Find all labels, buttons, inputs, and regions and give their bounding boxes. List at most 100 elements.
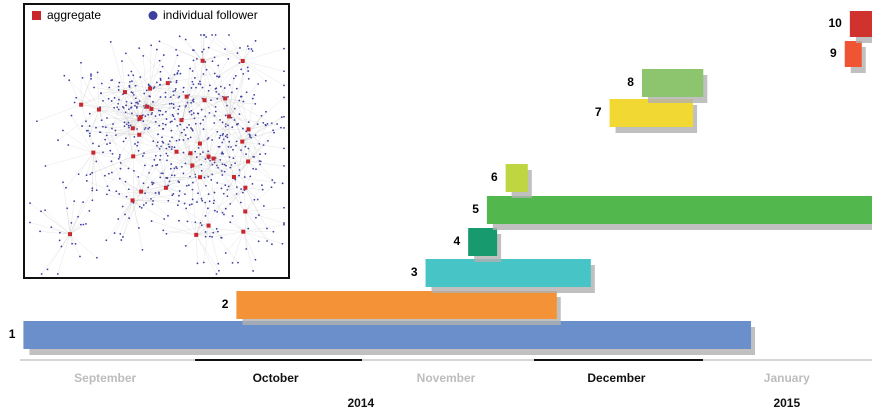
edge: [187, 221, 209, 226]
edge: [100, 93, 133, 129]
edge: [124, 200, 133, 215]
node: [226, 136, 229, 139]
node: [170, 102, 173, 105]
node: [62, 181, 64, 184]
edge: [111, 161, 133, 201]
edge: [140, 155, 156, 192]
node: [204, 231, 207, 233]
edge: [105, 127, 140, 135]
edge: [179, 36, 203, 61]
node: [172, 107, 175, 109]
edge: [214, 122, 243, 142]
bar: [844, 41, 862, 67]
node: [245, 91, 248, 94]
node: [222, 192, 225, 195]
node: [165, 118, 168, 120]
node: [88, 209, 91, 212]
edge: [133, 156, 150, 173]
edge: [217, 60, 243, 99]
legend-swatch: [32, 11, 41, 20]
node: [150, 181, 153, 184]
edge: [124, 118, 140, 123]
node: [159, 79, 162, 81]
edge: [132, 187, 149, 201]
edge: [211, 34, 243, 62]
node: [216, 97, 219, 100]
node: [177, 200, 180, 203]
legend-swatch: [148, 11, 158, 20]
edge: [243, 231, 259, 242]
edge: [106, 134, 140, 136]
edge: [61, 234, 71, 247]
node: [105, 193, 108, 196]
edge: [162, 141, 167, 188]
node: [191, 129, 194, 132]
node: [168, 145, 171, 148]
node: [211, 139, 214, 141]
edge: [141, 182, 180, 192]
node: [207, 46, 210, 49]
edge: [208, 225, 219, 264]
node: [201, 50, 204, 53]
node: [118, 98, 120, 101]
bar: [23, 321, 752, 349]
edge: [142, 155, 193, 166]
node: [224, 114, 227, 117]
edge: [208, 161, 249, 177]
node: [276, 123, 278, 125]
node: [271, 243, 273, 246]
edge: [242, 141, 273, 181]
node: [228, 140, 231, 143]
node: [164, 110, 167, 113]
edge: [185, 39, 203, 61]
node: [238, 99, 241, 102]
node: [219, 85, 222, 88]
node: [216, 75, 218, 78]
node: [177, 65, 180, 67]
edge: [139, 109, 179, 135]
edge: [232, 231, 244, 263]
node: [193, 49, 195, 52]
node: [182, 172, 185, 175]
node: [104, 174, 106, 177]
node: [191, 128, 193, 130]
edge: [218, 60, 243, 78]
edge: [242, 48, 285, 62]
edge: [208, 188, 242, 226]
node: [184, 134, 187, 136]
edge: [153, 177, 201, 184]
edge: [147, 91, 184, 107]
node: [169, 167, 172, 170]
edge: [242, 60, 285, 86]
node: [119, 167, 122, 170]
node: [235, 186, 238, 189]
edge: [106, 200, 133, 241]
edge: [177, 72, 205, 101]
node: [40, 210, 42, 213]
node: [140, 206, 143, 209]
node: [147, 127, 150, 130]
node: [250, 48, 253, 50]
node: [177, 108, 180, 111]
hub: [211, 156, 216, 161]
edge: [244, 190, 246, 212]
node: [130, 102, 133, 105]
node: [243, 176, 246, 178]
node: [105, 134, 108, 137]
node: [173, 118, 176, 121]
edge: [139, 48, 168, 84]
edge: [245, 211, 268, 242]
node: [234, 74, 237, 77]
node: [218, 137, 221, 139]
node: [96, 71, 99, 74]
hub: [202, 98, 207, 103]
edge: [192, 189, 197, 235]
edge: [240, 96, 249, 130]
edge: [202, 98, 230, 117]
node: [254, 39, 257, 42]
node: [192, 112, 195, 115]
edge: [98, 94, 134, 110]
node: [283, 84, 285, 87]
node: [102, 151, 104, 154]
edge: [218, 65, 230, 117]
